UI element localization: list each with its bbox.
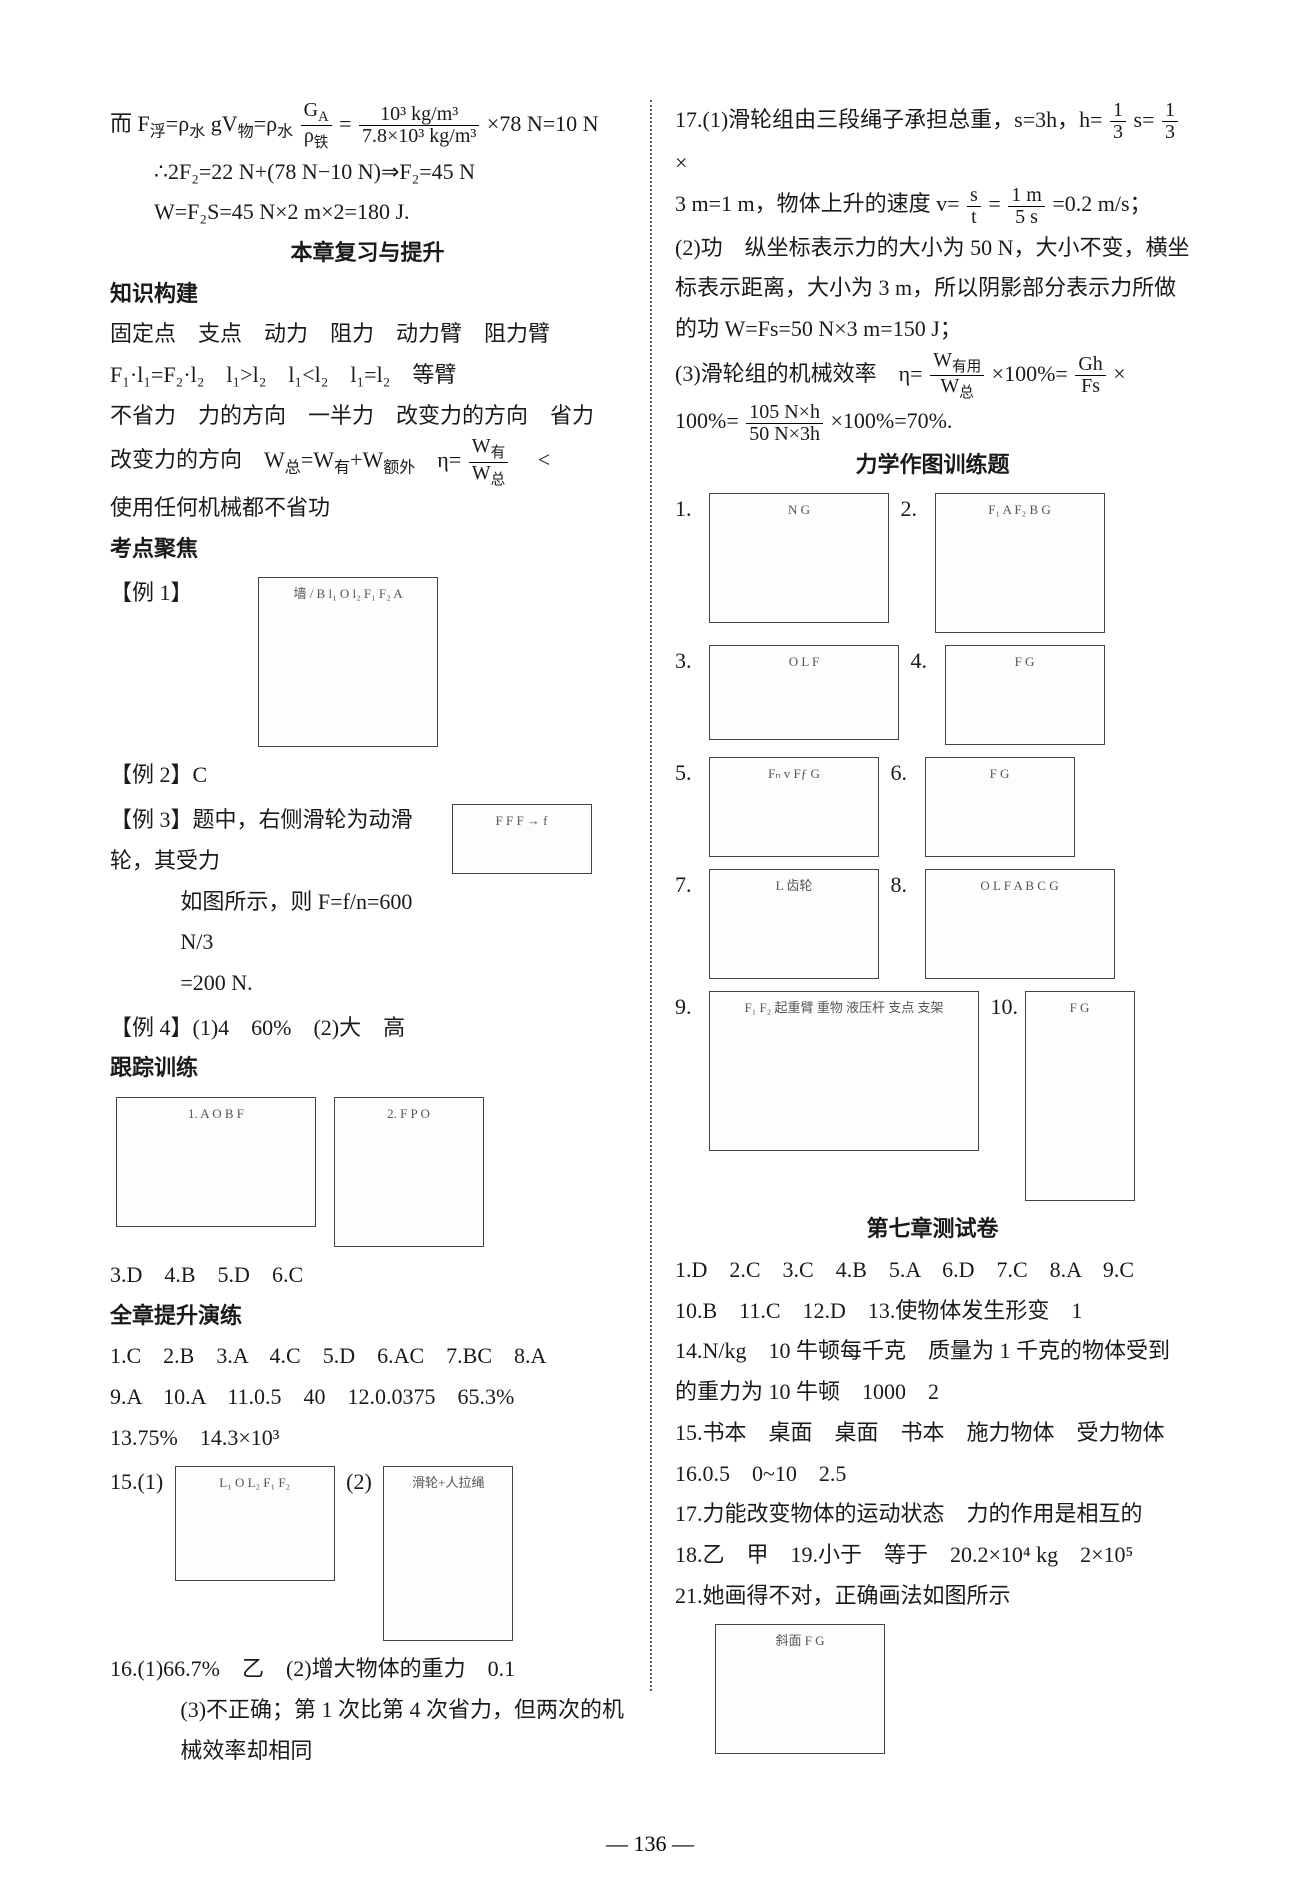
t: 水 <box>189 123 205 140</box>
t: 物 <box>238 123 254 140</box>
fraction: GhFs <box>1075 354 1105 397</box>
line-2: ∴2F₂=22 N+(78 N−10 N)⇒F₂=45 N <box>110 152 625 193</box>
fraction: GAρ铁 <box>301 100 332 152</box>
figure-6: F G <box>925 757 1075 857</box>
t: 而 F <box>110 111 150 136</box>
t6: 17.力能改变物体的运动状态 力的作用是相互的 <box>675 1494 1190 1535</box>
t7: 18.乙 甲 19.小于 等于 20.2×10⁴ kg 2×10⁵ <box>675 1535 1190 1576</box>
r-line-3: (3)滑轮组的机械效率 η= W有用W总 ×100%= GhFs × <box>675 350 1190 402</box>
figure-21: 斜面 F G <box>715 1624 885 1754</box>
heading-knowledge: 知识构建 <box>110 274 625 315</box>
page: 而 F浮=ρ水 gV物=ρ水 GAρ铁 = 10³ kg/m³7.8×10³ k… <box>0 0 1300 1811</box>
q16a: 16.(1)66.7% 乙 (2)增大物体的重力 0.1 <box>110 1649 625 1690</box>
fraction: 13 <box>1110 100 1126 143</box>
figure-ex1: 墙 / B l₁ O l₂ F₁ F₂ A <box>258 577 438 747</box>
fig-21: 斜面 F G <box>675 1620 1190 1758</box>
fraction: 1 m5 s <box>1008 185 1045 228</box>
example-2: 【例 2】C <box>110 755 625 796</box>
figure-7: L 齿轮 <box>709 869 879 979</box>
line-1: 而 F浮=ρ水 gV物=ρ水 GAρ铁 = 10³ kg/m³7.8×10³ k… <box>110 100 625 152</box>
figure-tr1: 1. A O B F <box>116 1097 316 1227</box>
t3: 14.N/kg 10 牛顿每千克 质量为 1 千克的物体受到的重力为 10 牛顿… <box>675 1331 1190 1412</box>
t: =ρ <box>254 111 277 136</box>
fraction: W有W总 <box>469 436 509 488</box>
heading-focus: 考点聚焦 <box>110 529 625 570</box>
t5: 16.0.5 0~10 2.5 <box>675 1454 1190 1495</box>
t: 浮 <box>150 123 166 140</box>
figure-2: F₁ A F₂ B G <box>935 493 1105 633</box>
figs-row-1: 1.N G 2.F₁ A F₂ B G <box>675 489 1190 637</box>
knowledge-1: 固定点 支点 动力 阻力 动力臂 阻力臂 <box>110 314 625 355</box>
figs-row-5: 9.F₁ F₂ 起重臂 重物 液压杆 支点 支架 10.F G <box>675 987 1190 1205</box>
heading-ch7-test: 第七章测试卷 <box>675 1209 1190 1250</box>
t: = <box>339 111 351 136</box>
line-3: W=F₂S=45 N×2 m×2=180 J. <box>110 192 625 233</box>
figure-3: O L F <box>709 645 899 740</box>
fraction: 10³ kg/m³7.8×10³ kg/m³ <box>359 104 479 147</box>
knowledge-4: 改变力的方向 W总=W有+W额外 η= W有W总 < <box>110 436 625 488</box>
r-line-4: 100%= 105 N×h50 N×3h ×100%=70%. <box>675 401 1190 444</box>
figure-10: F G <box>1025 991 1135 1201</box>
t2: 10.B 11.C 12.D 13.使物体发生形变 1 <box>675 1291 1190 1332</box>
figure-tr2: 2. F P O <box>334 1097 484 1247</box>
figure-ex3: F F F → f <box>452 804 592 874</box>
q16b: (3)不正确；第 1 次比第 4 次省力，但两次的机械效率却相同 <box>110 1690 625 1771</box>
figure-15-2: 滑轮+人拉绳 <box>383 1466 513 1641</box>
t1: 1.D 2.C 3.C 4.B 5.A 6.D 7.C 8.A 9.C <box>675 1250 1190 1291</box>
figure-1: N G <box>709 493 889 623</box>
page-number: — 136 — <box>0 1811 1300 1897</box>
figure-9: F₁ F₂ 起重臂 重物 液压杆 支点 支架 <box>709 991 979 1151</box>
fraction: st <box>967 185 981 228</box>
figure-8: O L F A B C G <box>925 869 1115 979</box>
tracking-figs: 1. A O B F 2. F P O <box>110 1093 625 1251</box>
qa-2: 9.A 10.A 11.0.5 40 12.0.0375 65.3% <box>110 1377 625 1418</box>
t8: 21.她画得不对，正确画法如图所示 <box>675 1576 1190 1617</box>
qa-1: 1.C 2.B 3.A 4.C 5.D 6.AC 7.BC 8.A <box>110 1336 625 1377</box>
example-3: 【例 3】题中，右侧滑轮为动滑轮，其受力 如图所示，则 F=f/n=600 N/… <box>110 800 625 1003</box>
fraction: W有用W总 <box>930 350 984 402</box>
fraction: 13 <box>1162 100 1178 143</box>
fraction: 105 N×h50 N×3h <box>746 402 823 445</box>
r-line-2: (2)功 纵坐标表示力的大小为 50 N，大小不变，横坐标表示距离，大小为 3 … <box>675 228 1190 350</box>
heading-force-diagram: 力学作图训练题 <box>675 445 1190 486</box>
figs-row-2: 3.O L F 4.F G <box>675 641 1190 749</box>
heading-chapter-review: 本章复习与提升 <box>110 233 625 274</box>
qa-3: 13.75% 14.3×10³ <box>110 1418 625 1459</box>
t4: 15.书本 桌面 桌面 书本 施力物体 受力物体 <box>675 1413 1190 1454</box>
figs-row-3: 5.Fₙ v Fƒ G 6.F G <box>675 753 1190 861</box>
knowledge-5: 使用任何机械都不省功 <box>110 488 625 529</box>
heading-tracking: 跟踪训练 <box>110 1048 625 1089</box>
t: ×78 N=10 N <box>487 111 599 136</box>
knowledge-3: 不省力 力的方向 一半力 改变力的方向 省力 <box>110 396 625 437</box>
figure-4: F G <box>945 645 1105 745</box>
knowledge-2: F₁·l₁=F₂·l₂ l₁>l₂ l₁<l₂ l₁=l₂ 等臂 <box>110 355 625 396</box>
t: 水 <box>277 123 293 140</box>
t: gV <box>205 111 237 136</box>
heading-full-chapter: 全章提升演练 <box>110 1296 625 1337</box>
figure-5: Fₙ v Fƒ G <box>709 757 879 857</box>
t: =ρ <box>166 111 189 136</box>
q15: 15.(1) L₁ O L₂ F₁ F₂ (2) 滑轮+人拉绳 <box>110 1462 625 1645</box>
r-line-1: 3 m=1 m，物体上升的速度 v= st = 1 m5 s =0.2 m/s； <box>675 184 1190 227</box>
q17: 17.(1)滑轮组由三段绳子承担总重，s=3h，h= 13 s= 13 × <box>675 100 1190 184</box>
figure-15-1: L₁ O L₂ F₁ F₂ <box>175 1466 335 1581</box>
example-4: 【例 4】(1)4 60% (2)大 高 <box>110 1008 625 1049</box>
figs-row-4: 7.L 齿轮 8.O L F A B C G <box>675 865 1190 983</box>
example-1: 【例 1】 墙 / B l₁ O l₂ F₁ F₂ A <box>110 573 625 751</box>
tracking-ans: 3.D 4.B 5.D 6.C <box>110 1255 625 1296</box>
